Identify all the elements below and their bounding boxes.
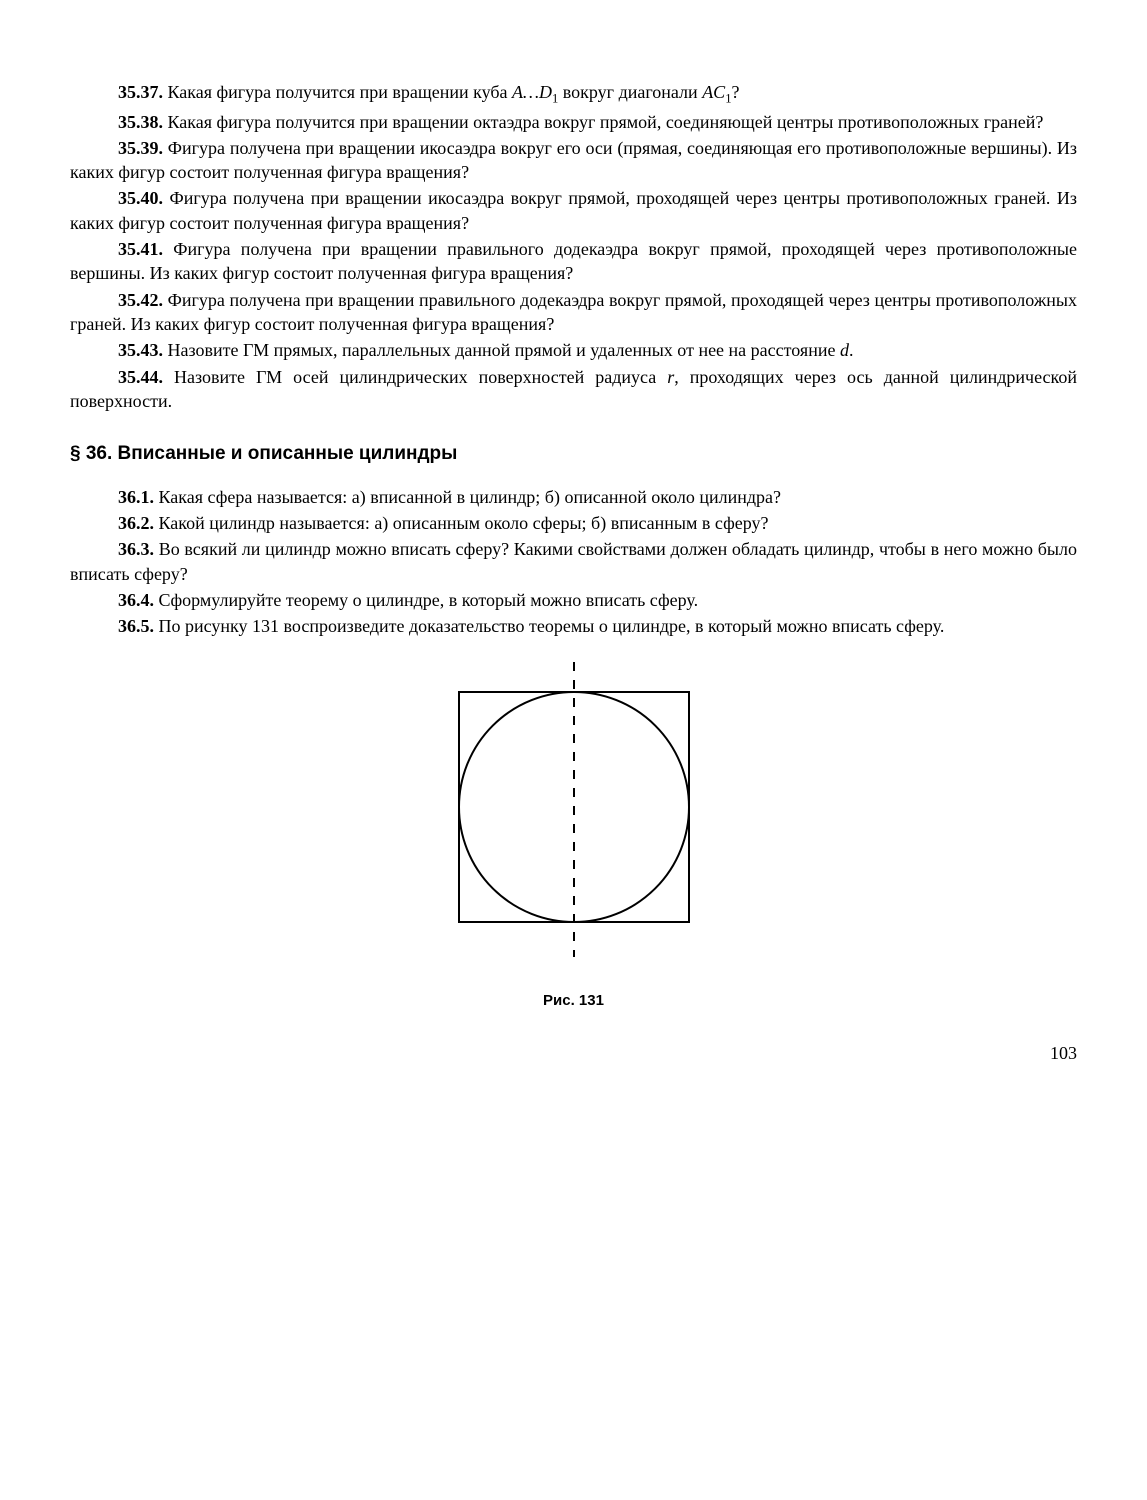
- problem: 36.4. Сформулируйте теорему о цилиндре, …: [70, 588, 1077, 612]
- problem: 35.39. Фигура получена при вращении икос…: [70, 136, 1077, 185]
- problem: 35.38. Какая фигура получится при вращен…: [70, 110, 1077, 134]
- section-title: § 36. Вписанные и описанные цилиндры: [70, 441, 1077, 467]
- problem-number: 35.41.: [118, 239, 163, 259]
- problem-number: 35.43.: [118, 340, 163, 360]
- problem: 36.1. Какая сфера называется: а) вписанн…: [70, 485, 1077, 509]
- problem-number: 36.5.: [118, 616, 154, 636]
- problem: 35.40. Фигура получена при вращении икос…: [70, 186, 1077, 235]
- problem-number: 36.2.: [118, 513, 154, 533]
- problem: 36.2. Какой цилиндр называется: а) описа…: [70, 511, 1077, 535]
- figure: Рис. 131: [70, 657, 1077, 1012]
- problem-number: 36.1.: [118, 487, 154, 507]
- problem: 35.37. Какая фигура получится при вращен…: [70, 80, 1077, 108]
- problem-number: 35.38.: [118, 112, 163, 132]
- problem-number: 35.37.: [118, 82, 163, 102]
- problem-number: 35.42.: [118, 290, 163, 310]
- problem: 35.42. Фигура получена при вращении прав…: [70, 288, 1077, 337]
- problem: 35.41. Фигура получена при вращении прав…: [70, 237, 1077, 286]
- figure-caption: Рис. 131: [70, 991, 1077, 1011]
- figure-svg: [434, 657, 714, 977]
- problem: 35.43. Назовите ГМ прямых, параллельных …: [70, 338, 1077, 362]
- problem-number: 36.4.: [118, 590, 154, 610]
- problem: 35.44. Назовите ГМ осей цилиндрических п…: [70, 365, 1077, 414]
- page-number: 103: [70, 1041, 1077, 1065]
- problem-number: 35.40.: [118, 188, 163, 208]
- problem: 36.3. Во всякий ли цилиндр можно вписать…: [70, 537, 1077, 586]
- problem: 36.5. По рисунку 131 воспроизведите дока…: [70, 614, 1077, 638]
- problem-number: 35.44.: [118, 367, 163, 387]
- problem-number: 36.3.: [118, 539, 154, 559]
- problem-number: 35.39.: [118, 138, 163, 158]
